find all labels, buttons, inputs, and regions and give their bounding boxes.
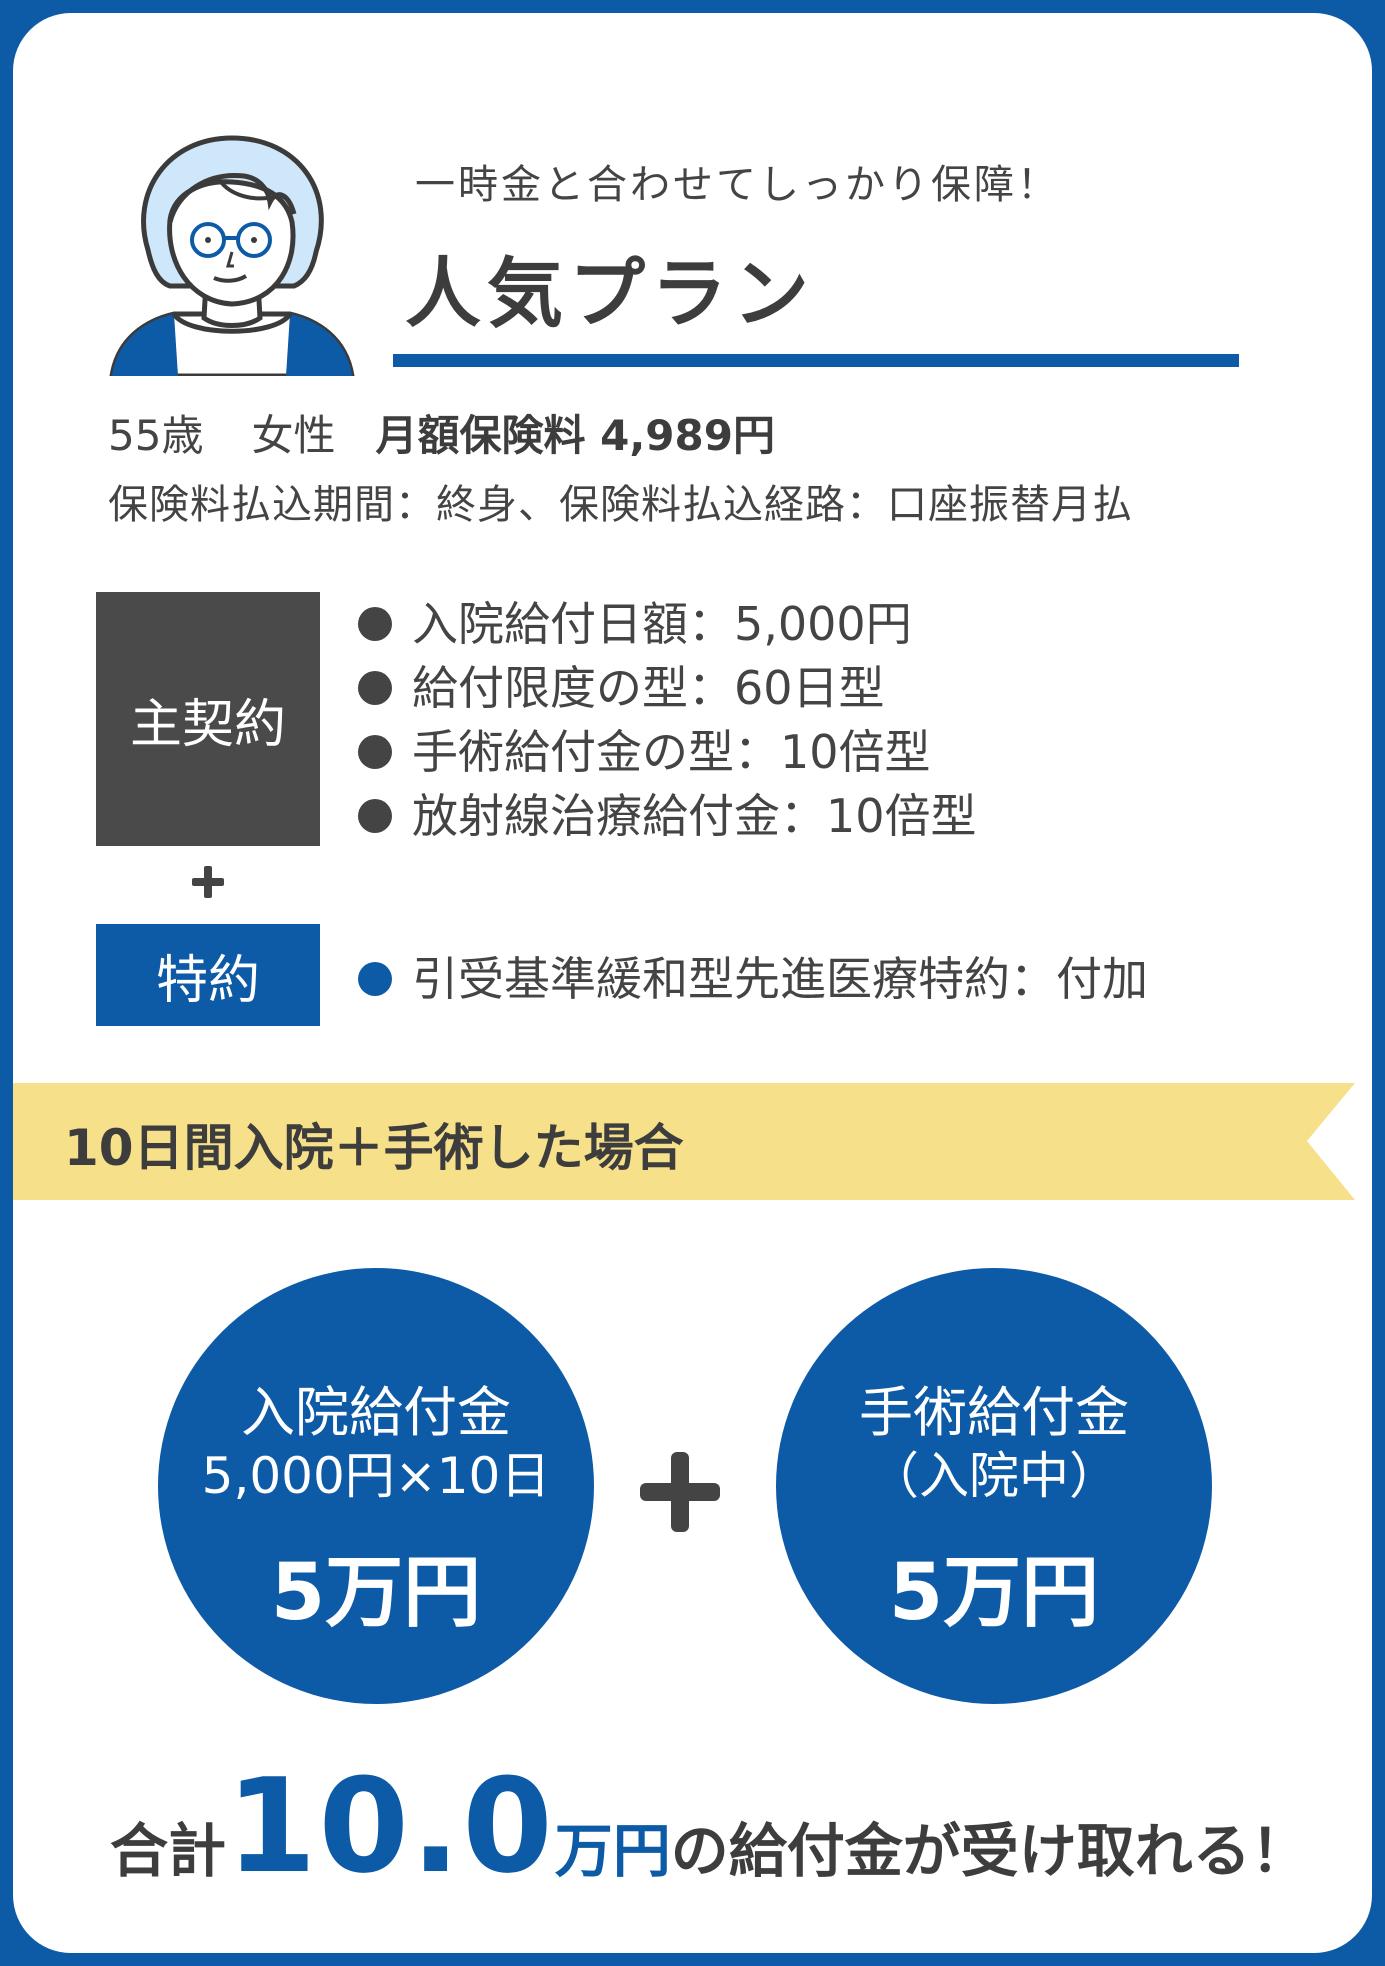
benefit-amount: 5万円: [270, 1548, 482, 1638]
total-summary: 合計10.0万円の給付金が受け取れる！: [110, 1750, 1309, 1902]
premium-text: 月額保険料 4,989円: [375, 411, 775, 460]
title-underline: [393, 354, 1239, 367]
hospitalization-benefit-circle: 入院給付金 5,000円×10日 5万円: [158, 1268, 594, 1704]
list-item: 放射線治療給付金：10倍型: [358, 784, 977, 848]
list-item: 入院給付日額：5,000円: [358, 592, 977, 656]
benefit-detail: （入院中）: [869, 1447, 1119, 1505]
benefit-name: 手術給付金: [859, 1381, 1129, 1444]
total-amount: 10.0: [226, 1750, 555, 1902]
headline: 一時金と合わせてしっかり保障！: [415, 162, 1060, 208]
bullet-icon: [358, 799, 392, 833]
gender-text: 女性: [251, 411, 336, 460]
scenario-ribbon: [13, 1083, 1355, 1200]
bullet-icon: [358, 671, 392, 705]
woman-avatar-icon: [109, 135, 355, 376]
total-prefix: 合計: [110, 1817, 227, 1885]
surgery-benefit-circle: 手術給付金 （入院中） 5万円: [776, 1268, 1212, 1704]
rider-list: 引受基準緩和型先進医療特約：付加: [358, 947, 1148, 1011]
rider-label: 特約: [96, 924, 320, 1026]
total-unit: 万円: [554, 1817, 671, 1885]
page-title: 人気プラン: [405, 249, 815, 338]
benefit-amount: 5万円: [888, 1548, 1100, 1638]
main-contract-list: 入院給付日額：5,000円 給付限度の型：60日型 手術給付金の型：10倍型 放…: [358, 592, 977, 848]
list-item: 手術給付金の型：10倍型: [358, 720, 977, 784]
total-suffix: の給付金が受け取れる！: [670, 1817, 1309, 1885]
bullet-icon: [358, 607, 392, 641]
list-item: 給付限度の型：60日型: [358, 656, 977, 720]
benefit-detail: 5,000円×10日: [201, 1447, 551, 1505]
plus-icon: [192, 866, 224, 898]
age-text: 55歳: [108, 411, 204, 460]
benefit-name: 入院給付金: [241, 1381, 511, 1444]
scenario-title: 10日間入院＋手術した場合: [64, 1119, 684, 1177]
bullet-icon: [358, 962, 392, 996]
bullet-icon: [358, 735, 392, 769]
main-contract-label: 主契約: [96, 592, 320, 846]
plus-icon: [640, 1452, 720, 1532]
profile-line: 55歳 女性 月額保険料 4,989円: [108, 402, 775, 463]
payment-terms: 保険料払込期間：終身、保険料払込経路：口座振替月払: [108, 482, 1133, 528]
list-item: 引受基準緩和型先進医療特約：付加: [358, 947, 1148, 1011]
